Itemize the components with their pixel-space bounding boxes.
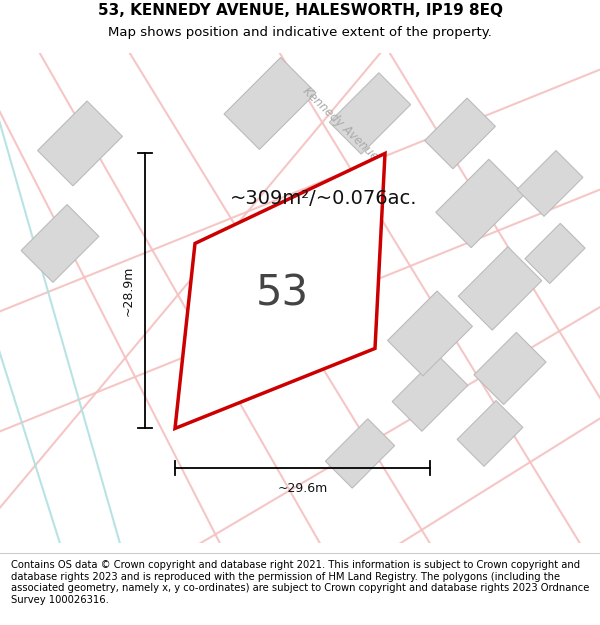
Polygon shape [457,401,523,466]
Polygon shape [175,153,385,428]
Text: 53, KENNEDY AVENUE, HALESWORTH, IP19 8EQ: 53, KENNEDY AVENUE, HALESWORTH, IP19 8EQ [97,2,503,18]
Polygon shape [329,72,410,154]
Polygon shape [21,204,99,282]
Text: ~28.9m: ~28.9m [122,266,135,316]
Text: Kennedy Avenue: Kennedy Avenue [299,84,380,162]
Text: Contains OS data © Crown copyright and database right 2021. This information is : Contains OS data © Crown copyright and d… [11,560,589,605]
Polygon shape [474,332,546,404]
Polygon shape [392,356,468,431]
Polygon shape [458,247,542,330]
Text: ~29.6m: ~29.6m [277,482,328,496]
Polygon shape [436,159,524,248]
Polygon shape [425,98,496,169]
Text: ~309m²/~0.076ac.: ~309m²/~0.076ac. [230,189,418,208]
Polygon shape [388,291,472,376]
Text: 53: 53 [256,272,309,314]
Polygon shape [325,419,395,488]
Text: Map shows position and indicative extent of the property.: Map shows position and indicative extent… [108,26,492,39]
Polygon shape [224,58,316,149]
Polygon shape [517,151,583,216]
Polygon shape [38,101,122,186]
Polygon shape [525,223,585,284]
